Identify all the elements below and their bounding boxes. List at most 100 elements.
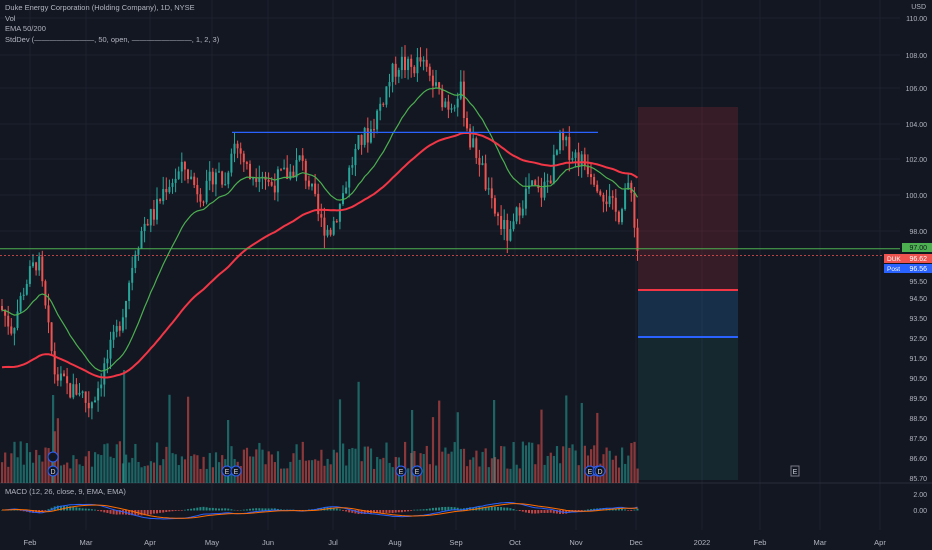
candle-body [140, 231, 143, 249]
volume-bar [41, 461, 44, 483]
volume-bar [633, 441, 636, 483]
volume-bar [295, 444, 298, 483]
volume-bar [109, 456, 112, 483]
event-marker: D [594, 465, 606, 477]
volume-bar [549, 452, 552, 483]
macd-line [1, 501, 638, 520]
volume-bar [180, 456, 183, 483]
volume-bar [38, 455, 41, 483]
macd-histogram-bar [177, 510, 180, 511]
volume-bar [435, 465, 438, 483]
candle-body [568, 136, 571, 160]
macd-histogram-bar [187, 509, 189, 511]
target-zone [638, 290, 738, 480]
volume-bar [546, 455, 549, 483]
macd-histogram-bar [382, 510, 385, 513]
candle-body [252, 178, 255, 180]
price-tick-label: 85.70 [909, 476, 927, 483]
candle-body [249, 163, 251, 180]
macd-histogram-bar [531, 510, 534, 514]
ema-indicator-label[interactable]: EMA 50/200 [5, 24, 46, 33]
macd-histogram-bar [614, 508, 617, 511]
macd-histogram-bar [546, 510, 549, 513]
volume-bar [562, 446, 565, 483]
volume-bar [13, 441, 16, 483]
stop-zone [638, 107, 738, 290]
macd-histogram-bar [249, 508, 251, 511]
volume-bar [459, 449, 462, 483]
volume-bar [317, 460, 320, 483]
macd-histogram-bar [428, 508, 431, 511]
candle-body [602, 195, 605, 202]
candle-body [221, 171, 224, 185]
volume-bar [171, 453, 174, 483]
symbol-title[interactable]: Duke Energy Corporation (Holding Company… [5, 3, 195, 12]
time-tick-label: Apr [144, 538, 156, 547]
vol-indicator-label[interactable]: Vol [5, 13, 16, 23]
price-tick-label: 110.00 [906, 16, 927, 23]
candle-body [63, 373, 65, 377]
candle-body [503, 220, 506, 229]
candle-body [521, 208, 524, 216]
macd-histogram-bar [351, 510, 354, 513]
candle-body [596, 184, 599, 192]
candle-body [10, 326, 13, 334]
candle-body [118, 326, 121, 331]
candle-body [103, 363, 106, 385]
candle-body [190, 176, 193, 180]
macd-histogram-bar [416, 509, 419, 511]
macd-histogram-bar [444, 506, 447, 511]
candle-body [323, 217, 326, 236]
candle-body [208, 171, 211, 181]
price-tag-bg [902, 243, 932, 252]
volume-bar [227, 420, 230, 483]
macd-histogram-bar [540, 510, 543, 513]
candle-body [239, 148, 242, 154]
candle-body [177, 171, 180, 179]
macd-histogram-bar [506, 507, 509, 511]
macd-histogram-bar [199, 507, 202, 511]
macd-histogram-bar [211, 507, 214, 511]
volume-bar [475, 450, 478, 483]
volume-bar [524, 445, 528, 483]
candle-body [205, 180, 208, 203]
event-marker-label: E [234, 469, 239, 476]
macd-histogram-bar [218, 508, 220, 511]
volume-bar [348, 449, 351, 483]
volume-bar [63, 464, 66, 483]
macd-histogram-bar [627, 510, 630, 511]
macd-histogram-bar [490, 506, 493, 511]
macd-histogram-bar [152, 510, 155, 514]
macd-tick-label: 0.00 [913, 508, 927, 515]
macd-histogram-bar [267, 508, 270, 511]
macd-histogram-bar [621, 508, 623, 511]
candle-body [435, 82, 437, 86]
candle-body [484, 163, 487, 190]
macd-histogram-bar [388, 510, 391, 513]
volume-bar [407, 468, 410, 483]
currency-label[interactable]: USD [911, 4, 926, 11]
macd-histogram-bar [205, 507, 208, 511]
macd-histogram-bar [16, 509, 19, 511]
price-tick-label: 104.00 [906, 122, 928, 129]
time-tick-label: 2022 [694, 538, 711, 547]
candle-body [509, 229, 512, 241]
candle-body [583, 154, 586, 166]
candle-body [419, 57, 422, 62]
macd-histogram-bar [335, 508, 338, 511]
stddev-indicator-label[interactable]: StdDev (————————, 50, open, ————————, 1,… [5, 34, 220, 44]
macd-histogram-bar [66, 506, 69, 511]
price-tag-duk: DUK 96.62 [884, 254, 932, 263]
macd-histogram-bar [633, 509, 636, 511]
candle-body [121, 317, 124, 331]
candle-body [611, 196, 614, 198]
volume-bar [165, 446, 168, 483]
volume-bar [466, 466, 469, 483]
candle-body [438, 82, 441, 89]
macd-histogram-bar [190, 508, 193, 511]
volume-bar [481, 451, 484, 483]
price-tick-label: 106.00 [906, 86, 928, 93]
macd-histogram-bar [180, 510, 183, 511]
macd-histogram-bar [47, 509, 50, 511]
